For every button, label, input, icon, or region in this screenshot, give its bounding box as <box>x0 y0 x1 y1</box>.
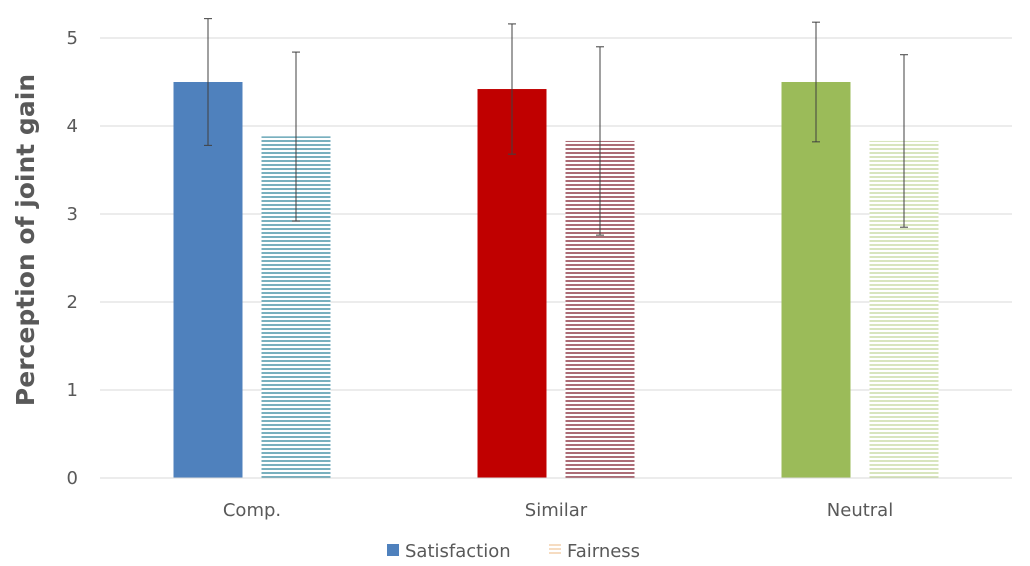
error-bar <box>204 18 212 146</box>
x-category-label: Similar <box>525 500 588 521</box>
x-axis-labels: Comp. Similar Neutral <box>223 500 893 521</box>
y-axis-title: Perception of joint gain <box>11 74 40 406</box>
y-tick-label: 1 <box>67 380 78 401</box>
legend-swatch-fairness <box>549 544 561 556</box>
y-tick-label: 5 <box>67 28 78 49</box>
y-tick-label: 2 <box>67 292 78 313</box>
bars <box>173 82 939 478</box>
legend-label-satisfaction: Satisfaction <box>405 541 511 562</box>
error-bar <box>508 23 516 155</box>
legend: Satisfaction Fairness <box>387 541 640 562</box>
error-bar <box>900 54 908 228</box>
y-axis-ticks: 0 1 2 3 4 5 <box>67 28 78 489</box>
legend-label-fairness: Fairness <box>567 541 640 562</box>
y-tick-label: 3 <box>67 204 78 225</box>
x-category-label: Comp. <box>223 500 281 521</box>
error-bars <box>204 18 908 236</box>
legend-swatch-satisfaction <box>387 544 399 556</box>
x-category-label: Neutral <box>827 500 893 521</box>
error-bar <box>292 51 300 222</box>
bar-satisfaction-comp <box>173 82 243 478</box>
y-tick-label: 4 <box>67 116 78 137</box>
gridlines <box>100 37 1012 391</box>
error-bar <box>596 46 604 236</box>
bar-satisfaction-neutral <box>781 82 851 478</box>
error-bar <box>812 21 820 143</box>
y-tick-label: 0 <box>67 468 78 489</box>
